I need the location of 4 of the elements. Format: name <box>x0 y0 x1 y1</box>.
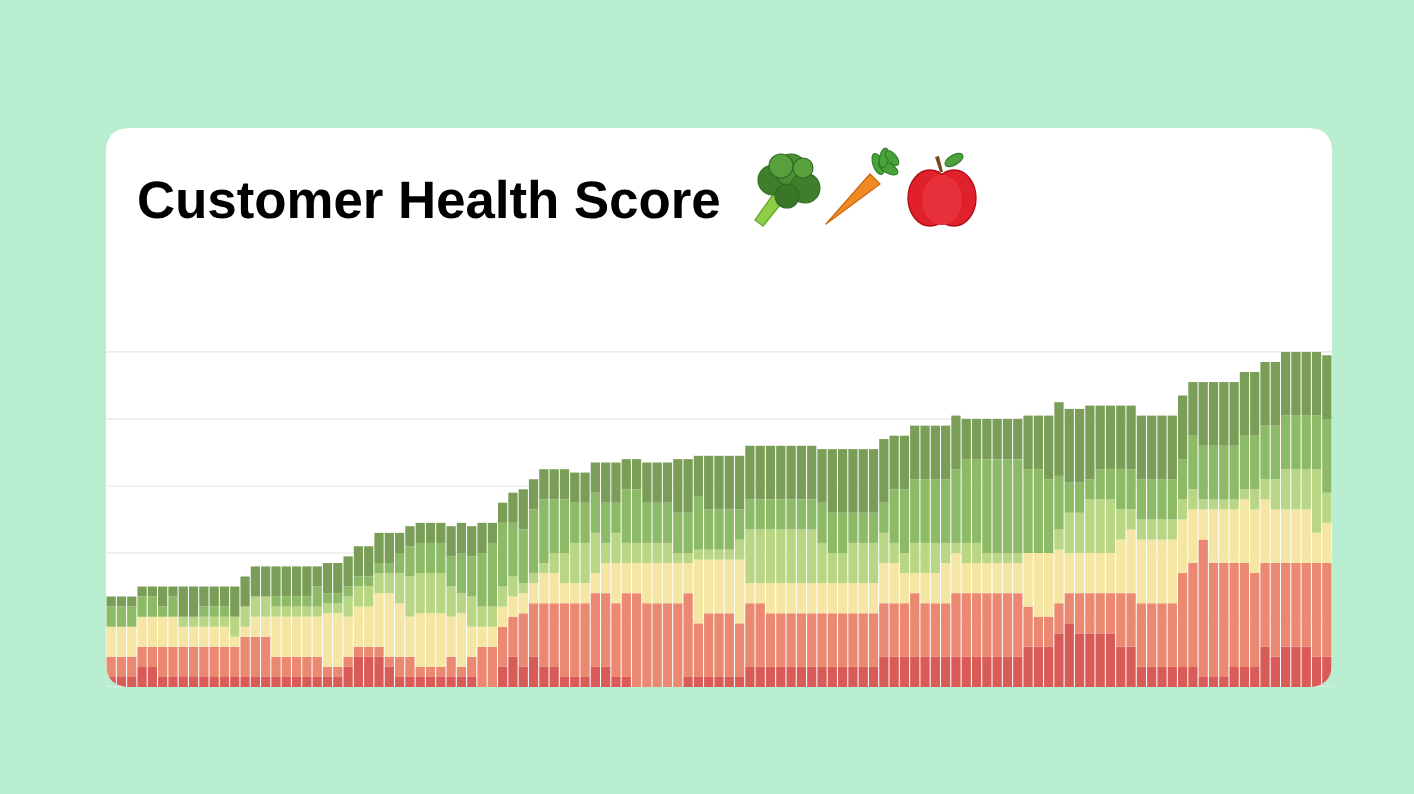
chart-title: Customer Health Score <box>139 179 719 219</box>
bar <box>539 563 549 574</box>
bar <box>528 573 539 584</box>
bar <box>343 656 353 667</box>
